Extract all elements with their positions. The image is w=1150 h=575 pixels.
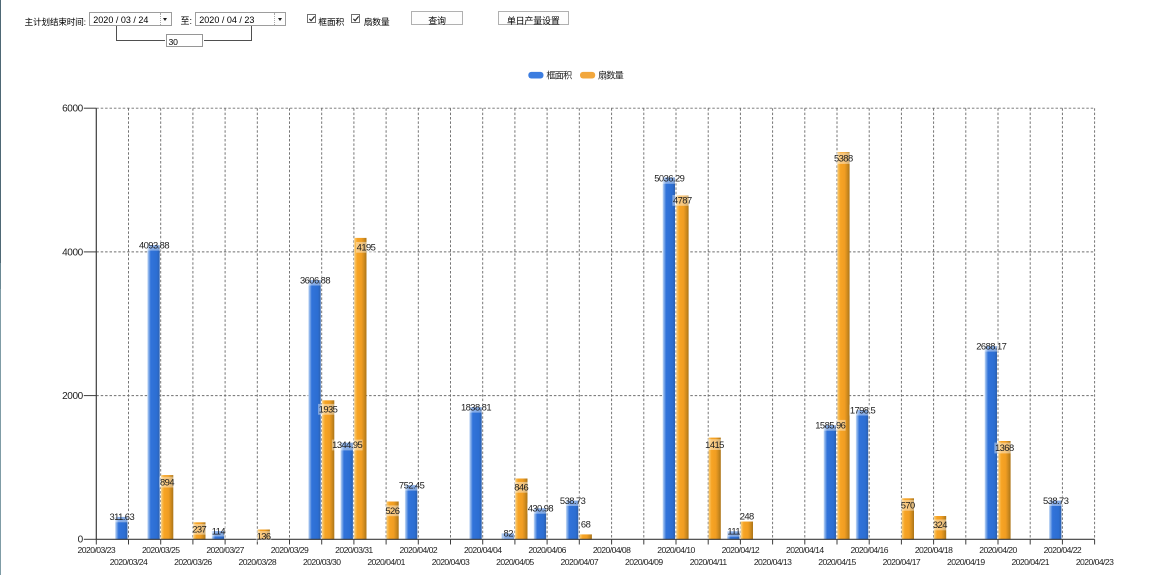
svg-text:1415: 1415 [705, 439, 724, 450]
svg-text:2020/04/21: 2020/04/21 [1011, 557, 1049, 567]
svg-text:扇数量: 扇数量 [598, 70, 624, 81]
svg-text:5388: 5388 [834, 153, 853, 164]
svg-text:2020/04/11: 2020/04/11 [690, 557, 728, 567]
svg-text:2020/04/08: 2020/04/08 [593, 545, 631, 555]
svg-text:2020/04/09: 2020/04/09 [625, 557, 663, 567]
svg-text:68: 68 [581, 518, 591, 529]
svg-text:4000: 4000 [62, 247, 83, 258]
svg-text:2020/04/07: 2020/04/07 [561, 557, 599, 567]
svg-text:6000: 6000 [62, 104, 83, 115]
svg-text:1585.96: 1585.96 [815, 420, 845, 431]
svg-text:2020/04/10: 2020/04/10 [657, 545, 695, 555]
svg-text:2020/04/02: 2020/04/02 [400, 545, 438, 555]
svg-text:2020/03/25: 2020/03/25 [142, 545, 180, 555]
svg-text:2020/04/06: 2020/04/06 [528, 545, 566, 555]
svg-text:430.98: 430.98 [528, 503, 554, 514]
svg-text:538.73: 538.73 [1043, 495, 1069, 506]
svg-text:2020/04/04: 2020/04/04 [464, 545, 502, 555]
svg-text:2020/03/26: 2020/03/26 [174, 557, 212, 567]
svg-text:111: 111 [727, 526, 740, 537]
svg-text:2020/04/13: 2020/04/13 [754, 557, 792, 567]
svg-text:5036.29: 5036.29 [654, 173, 684, 184]
svg-text:2020/04/12: 2020/04/12 [722, 545, 760, 555]
svg-text:框面积: 框面积 [546, 70, 572, 81]
svg-text:2688.17: 2688.17 [976, 340, 1006, 351]
svg-text:846: 846 [514, 482, 528, 493]
svg-text:2020/04/19: 2020/04/19 [947, 557, 985, 567]
svg-text:2020/04/16: 2020/04/16 [850, 545, 888, 555]
svg-text:324: 324 [933, 519, 947, 530]
svg-text:1344.95: 1344.95 [332, 439, 362, 450]
svg-text:136: 136 [257, 531, 271, 542]
svg-text:2020/04/18: 2020/04/18 [915, 545, 953, 555]
svg-text:538.73: 538.73 [560, 495, 586, 506]
svg-text:2020/04/14: 2020/04/14 [786, 545, 824, 555]
svg-text:1368: 1368 [995, 442, 1014, 453]
svg-text:237: 237 [192, 524, 206, 535]
svg-text:2020/04/05: 2020/04/05 [496, 557, 534, 567]
svg-text:2020/04/01: 2020/04/01 [367, 557, 405, 567]
svg-text:2020/03/23: 2020/03/23 [78, 545, 116, 555]
svg-text:2000: 2000 [62, 391, 83, 402]
svg-text:2020/03/30: 2020/03/30 [303, 557, 341, 567]
svg-text:2020/04/22: 2020/04/22 [1044, 545, 1082, 555]
svg-text:82: 82 [504, 528, 514, 539]
svg-text:2020/04/03: 2020/04/03 [432, 557, 470, 567]
svg-text:2020/03/24: 2020/03/24 [110, 557, 148, 567]
svg-text:311.63: 311.63 [109, 511, 134, 522]
svg-text:526: 526 [385, 505, 399, 516]
svg-text:1838.81: 1838.81 [461, 401, 491, 412]
svg-text:752.45: 752.45 [399, 479, 425, 490]
svg-text:4195: 4195 [357, 242, 376, 253]
svg-text:2020/04/23: 2020/04/23 [1076, 557, 1114, 567]
svg-text:4093.88: 4093.88 [139, 239, 169, 250]
svg-text:2020/03/27: 2020/03/27 [206, 545, 244, 555]
svg-text:2020/03/31: 2020/03/31 [335, 545, 373, 555]
svg-text:2020/04/17: 2020/04/17 [883, 557, 921, 567]
svg-text:894: 894 [160, 476, 174, 487]
svg-text:114: 114 [212, 525, 226, 536]
svg-text:2020/04/15: 2020/04/15 [818, 557, 856, 567]
svg-text:4787: 4787 [673, 195, 692, 206]
svg-text:0: 0 [78, 535, 84, 546]
svg-text:2020/04/20: 2020/04/20 [979, 545, 1017, 555]
svg-text:570: 570 [901, 500, 915, 511]
svg-text:1935: 1935 [319, 404, 338, 415]
svg-text:1798.5: 1798.5 [850, 404, 876, 415]
svg-text:248: 248 [740, 510, 754, 521]
svg-text:2020/03/29: 2020/03/29 [271, 545, 309, 555]
svg-text:2020/03/28: 2020/03/28 [239, 557, 277, 567]
svg-text:3606.88: 3606.88 [300, 274, 330, 285]
